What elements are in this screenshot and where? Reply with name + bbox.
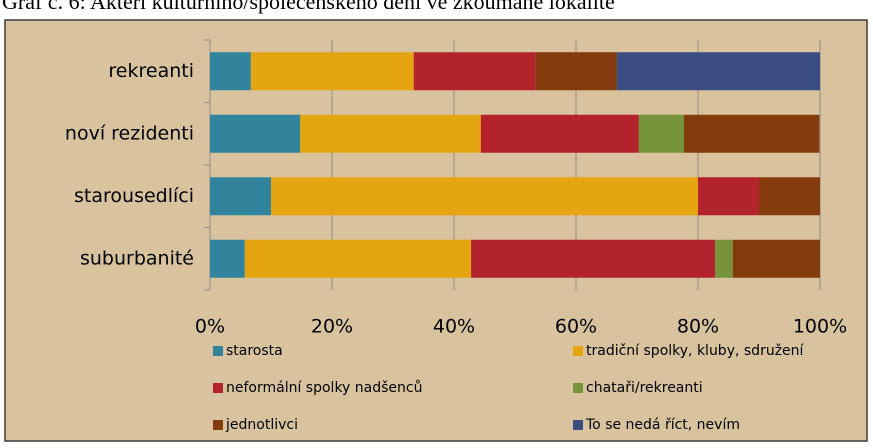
x-tick-label: 100% [793,316,847,338]
bar-segment [250,52,414,91]
legend-label: chataři/rekreanti [586,380,703,396]
legend-swatch [213,346,223,356]
category-label: suburbanité [80,247,194,269]
bar-segment [413,52,536,91]
bar-segment [300,114,481,153]
bar-segment [210,114,301,153]
chart-title: Graf č. 6: Aktéři kulturního/společenské… [2,0,615,14]
bar-segment [616,52,820,91]
bar-segment [210,239,245,278]
legend-label: starosta [226,343,283,359]
category-label: noví rezidenti [65,122,194,144]
bar-segment [480,114,639,153]
bar-segment [683,114,820,153]
legend-label: To se nedá říct, nevím [585,417,740,433]
x-tick-label: 60% [555,316,597,338]
legend-swatch [573,383,583,393]
bar-segment [244,239,472,278]
legend-label: tradiční spolky, kluby, sdružení [586,343,805,359]
bar-segment [271,177,698,216]
bar-segment [715,239,733,278]
legend-swatch [213,420,223,430]
bar-segment [638,114,684,153]
legend-swatch [213,383,223,393]
x-tick-label: 20% [311,316,353,338]
bar-segment [698,177,759,216]
category-label: starousedlíci [74,185,194,207]
bar-segment [535,52,617,91]
legend-label: jednotlivci [225,417,298,433]
bar-segment [210,52,251,91]
legend-swatch [573,420,583,430]
bar-segment [732,239,820,278]
legend-swatch [573,346,583,356]
bar-segment [210,177,271,216]
bar-segment [471,239,716,278]
x-tick-label: 40% [433,316,475,338]
x-tick-label: 80% [677,316,719,338]
legend-label: neformální spolky nadšenců [226,380,422,396]
category-label: rekreanti [108,60,194,82]
bar-segment [759,177,820,216]
x-tick-label: 0% [195,316,225,338]
